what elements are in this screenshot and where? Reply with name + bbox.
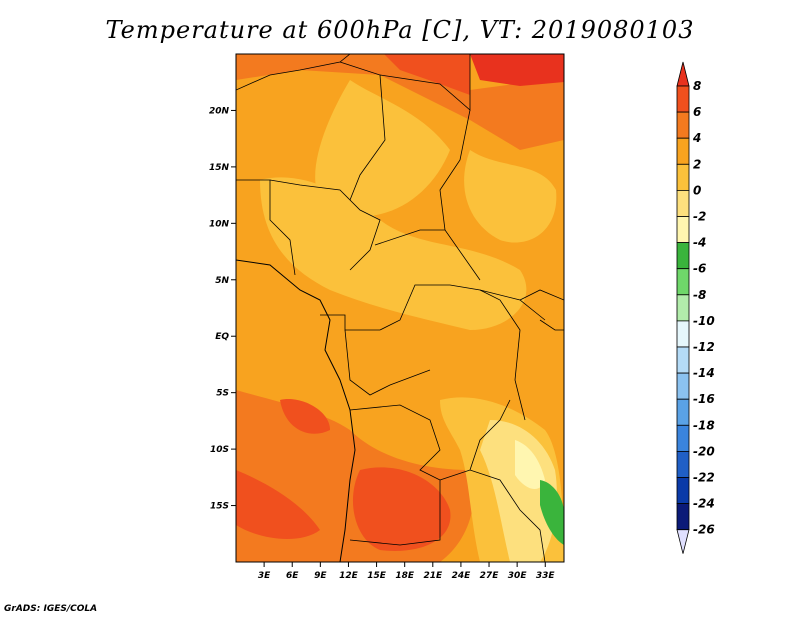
x-tick-label: 27E [480, 571, 500, 581]
colorbar-label: -22 [693, 471, 715, 485]
y-tick-label: 5N [215, 276, 229, 286]
colorbar-label: 6 [693, 105, 701, 119]
colorbar-swatch [676, 242, 690, 270]
map-plot-area [236, 54, 564, 562]
colorbar-label: -26 [693, 523, 715, 537]
x-tick-label: 3E [258, 571, 271, 581]
colorbar-swatch [676, 85, 690, 113]
y-tick-label: 15S [210, 502, 229, 512]
colorbar-label: 4 [692, 131, 701, 145]
chart-title: Temperature at 600hPa [C], VT: 201908010… [105, 16, 695, 44]
colorbar-swatch [676, 398, 690, 426]
colorbar-label: 2 [693, 157, 701, 171]
x-tick-label: 9E [314, 571, 327, 581]
southeast-coldest-region [515, 440, 545, 490]
southern-hot-patch [352, 467, 451, 551]
colorbar-label: -10 [693, 314, 715, 328]
colorbar-swatch [676, 477, 690, 505]
colorbar: 8 6 4 2 0 -2 -4 -6 -8 -10 -12 -14 -16 -18 -20 -22 -24 -26 [676, 61, 715, 554]
colorbar-swatch [676, 346, 690, 374]
colorbar-label: -2 [693, 210, 706, 224]
colorbar-top-arrow [676, 61, 690, 87]
y-tick-label: EQ [215, 332, 229, 342]
x-tick-label: 24E [452, 571, 472, 581]
x-tick-label: 12E [339, 571, 359, 581]
hot-north-patch [384, 54, 470, 95]
eastern-cool-patch [464, 150, 557, 243]
colorbar-label: -4 [693, 236, 706, 250]
colorbar-swatch [676, 111, 690, 139]
central-cool-band [260, 177, 527, 330]
colorbar-swatch [676, 137, 690, 165]
x-tick-label: 30E [508, 571, 528, 581]
colorbar-label: -16 [693, 392, 715, 406]
x-axis: 3E 6E 9E 12E 15E 18E 21E 24E 27E 30E 33E [258, 562, 556, 581]
colorbar-label: 8 [693, 79, 701, 93]
hottest-north-patch [470, 54, 564, 86]
southeast-green-patch [540, 480, 564, 545]
colorbar-swatch [676, 163, 690, 191]
colorbar-label: -8 [693, 288, 706, 302]
colorbar-label: -14 [693, 366, 715, 380]
y-tick-label: 5S [216, 389, 229, 399]
colorbar-swatch [676, 503, 690, 531]
colorbar-label: -18 [693, 418, 715, 432]
x-tick-label: 6E [286, 571, 299, 581]
southwest-hot-patch [236, 470, 320, 540]
country-borders [236, 54, 564, 562]
colorbar-label: 0 [693, 183, 701, 197]
credit-label: GrADS: IGES/COLA [4, 604, 98, 614]
colorbar-swatch [676, 294, 690, 322]
x-tick-label: 15E [367, 571, 387, 581]
colorbar-swatch [676, 189, 690, 217]
colorbar-swatch [676, 450, 690, 478]
colorbar-swatch [676, 216, 690, 244]
colorbar-swatch [676, 424, 690, 452]
x-tick-label: 18E [395, 571, 415, 581]
y-tick-label: 20N [209, 106, 230, 116]
west-coastline [236, 259, 356, 562]
colorbar-label: -12 [693, 340, 715, 354]
y-axis: 20N 15N 10N 5N EQ 5S 10S 15S [209, 106, 236, 512]
colorbar-label: -20 [693, 444, 715, 458]
angola-hot-patch [280, 399, 330, 434]
warm-north-region [236, 54, 564, 150]
colorbar-label: -6 [693, 262, 706, 276]
y-tick-label: 10N [209, 219, 230, 229]
colorbar-swatch [676, 320, 690, 348]
y-tick-label: 10S [210, 445, 229, 455]
colorbar-label: -24 [693, 497, 715, 511]
y-tick-label: 15N [209, 163, 230, 173]
southeast-colder-region [480, 420, 557, 562]
colorbar-bottom-arrow [676, 529, 690, 554]
colorbar-swatch [676, 268, 690, 296]
colorbar-swatch [676, 372, 690, 400]
central-sahel-cool [315, 80, 450, 217]
x-tick-label: 21E [423, 571, 443, 581]
x-tick-label: 33E [536, 571, 556, 581]
plot-frame [235, 53, 565, 563]
